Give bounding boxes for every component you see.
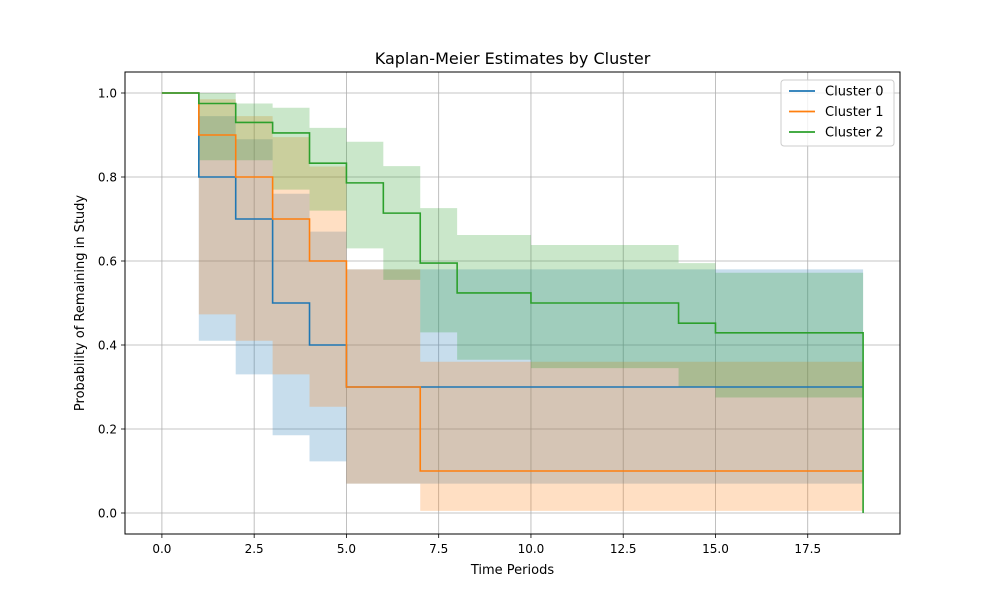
chart-title: Kaplan-Meier Estimates by Cluster bbox=[375, 49, 651, 68]
y-tick-label: 0.6 bbox=[98, 255, 117, 269]
y-tick-label: 0.2 bbox=[98, 423, 117, 437]
x-tick-label: 5.0 bbox=[337, 542, 356, 556]
survival-lines bbox=[161, 92, 864, 513]
legend-label-cluster-1: Cluster 1 bbox=[825, 105, 884, 120]
x-axis-label: Time Periods bbox=[470, 563, 554, 578]
x-tick-label: 0.0 bbox=[152, 542, 171, 556]
y-tick-label: 0.4 bbox=[98, 339, 117, 353]
confidence-band-cluster-0 bbox=[161, 93, 864, 484]
x-tick-label: 15.0 bbox=[702, 542, 729, 556]
x-tick-label: 10.0 bbox=[518, 542, 545, 556]
y-tick-label: 0.8 bbox=[98, 171, 117, 185]
confidence-bands bbox=[161, 93, 864, 513]
x-tick-label: 7.5 bbox=[429, 542, 448, 556]
survival-line-cluster-2 bbox=[161, 92, 864, 513]
x-tick-label: 2.5 bbox=[245, 542, 264, 556]
y-axis-label: Probability of Remaining in Study bbox=[73, 195, 88, 412]
plot-frame bbox=[124, 71, 901, 535]
survival-line-cluster-1 bbox=[161, 92, 864, 472]
legend-label-cluster-2: Cluster 2 bbox=[825, 126, 884, 141]
x-tick-label: 17.5 bbox=[794, 542, 821, 556]
confidence-band-cluster-1 bbox=[161, 93, 864, 513]
legend-label-cluster-0: Cluster 0 bbox=[825, 85, 884, 100]
axis-ticks: 0.0 2.5 5.0 7.5 10.0 12.5 15.0 17.5 0.0 0.2 0.4 0.6… bbox=[98, 87, 821, 557]
y-tick-label: 1.0 bbox=[98, 87, 117, 101]
legend: Cluster 0 Cluster 1 Cluster 2 bbox=[780, 79, 895, 147]
y-tick-label: 0.0 bbox=[98, 507, 117, 521]
confidence-band-cluster-2 bbox=[161, 93, 864, 398]
x-tick-label: 12.5 bbox=[610, 542, 637, 556]
legend-frame bbox=[780, 79, 895, 147]
